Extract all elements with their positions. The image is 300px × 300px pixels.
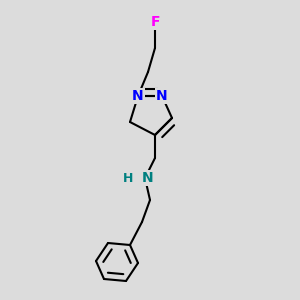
Text: F: F xyxy=(150,15,160,29)
Text: N: N xyxy=(156,89,168,103)
Text: N: N xyxy=(142,171,154,185)
Text: H: H xyxy=(123,172,134,184)
Text: N: N xyxy=(132,89,144,103)
